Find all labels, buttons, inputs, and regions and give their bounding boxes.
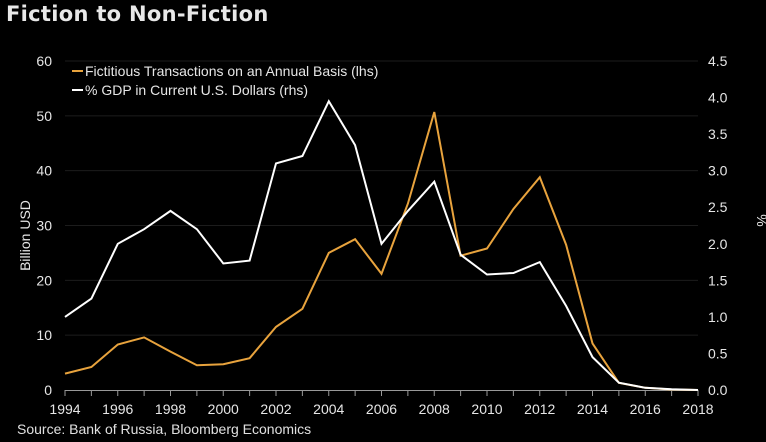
x-tick-label: 1998 bbox=[155, 401, 186, 417]
y2-tick-label: 3.5 bbox=[708, 126, 728, 142]
y-tick-label: 20 bbox=[36, 272, 52, 288]
x-tick-label: 2004 bbox=[313, 401, 344, 417]
chart-title: Fiction to Non-Fiction bbox=[6, 2, 269, 26]
x-tick-label: 2018 bbox=[682, 401, 713, 417]
y2-tick-label: 1.0 bbox=[708, 309, 728, 325]
x-tick-label: 2010 bbox=[471, 401, 502, 417]
y2-tick-label: 2.5 bbox=[708, 199, 728, 215]
y2-tick-label: 0.5 bbox=[708, 345, 728, 361]
y2-tick-label: 4.0 bbox=[708, 90, 728, 106]
y2-tick-label: 2.0 bbox=[708, 236, 728, 252]
x-tick-label: 2000 bbox=[208, 401, 239, 417]
y2-tick-label: 4.5 bbox=[708, 53, 728, 69]
x-tick-label: 2014 bbox=[577, 401, 608, 417]
series-lines bbox=[64, 99, 699, 391]
y-tick-label: 40 bbox=[36, 163, 52, 179]
y2-tick-label: 0.0 bbox=[708, 382, 728, 398]
x-tick-label: 2006 bbox=[366, 401, 397, 417]
x-tick-label: 2002 bbox=[260, 401, 291, 417]
x-tick-label: 1996 bbox=[102, 401, 133, 417]
legend-label: Fictitious Transactions on an Annual Bas… bbox=[85, 63, 378, 79]
y-tick-label: 10 bbox=[36, 327, 52, 343]
y-tick-label: 0 bbox=[44, 382, 52, 398]
y2-tick-label: 1.5 bbox=[708, 272, 728, 288]
legend: Fictitious Transactions on an Annual Bas… bbox=[72, 63, 378, 98]
series-line-fictitious-transactions bbox=[64, 111, 699, 391]
y2-tick-label: 3.0 bbox=[708, 163, 728, 179]
y-tick-label: 50 bbox=[36, 108, 52, 124]
x-tick-label: 1994 bbox=[49, 401, 80, 417]
x-tick-label: 2008 bbox=[419, 401, 450, 417]
y-tick-label: 30 bbox=[36, 218, 52, 234]
source-note: Source: Bank of Russia, Bloomberg Econom… bbox=[17, 421, 312, 437]
x-tick-label: 2012 bbox=[524, 401, 555, 417]
legend-label: % GDP in Current U.S. Dollars (rhs) bbox=[85, 82, 308, 98]
y2-axis-title: % bbox=[754, 214, 766, 226]
axes: 0 10 20 30 40 50 60 0.0 0.5 1.0 1.5 2.0 2.5 3.0 3.5 4.0… bbox=[17, 53, 766, 417]
gridlines bbox=[65, 60, 698, 336]
y-tick-label: 60 bbox=[36, 53, 52, 69]
x-tick-label: 2016 bbox=[630, 401, 661, 417]
y-axis-title: Billion USD bbox=[17, 200, 33, 271]
